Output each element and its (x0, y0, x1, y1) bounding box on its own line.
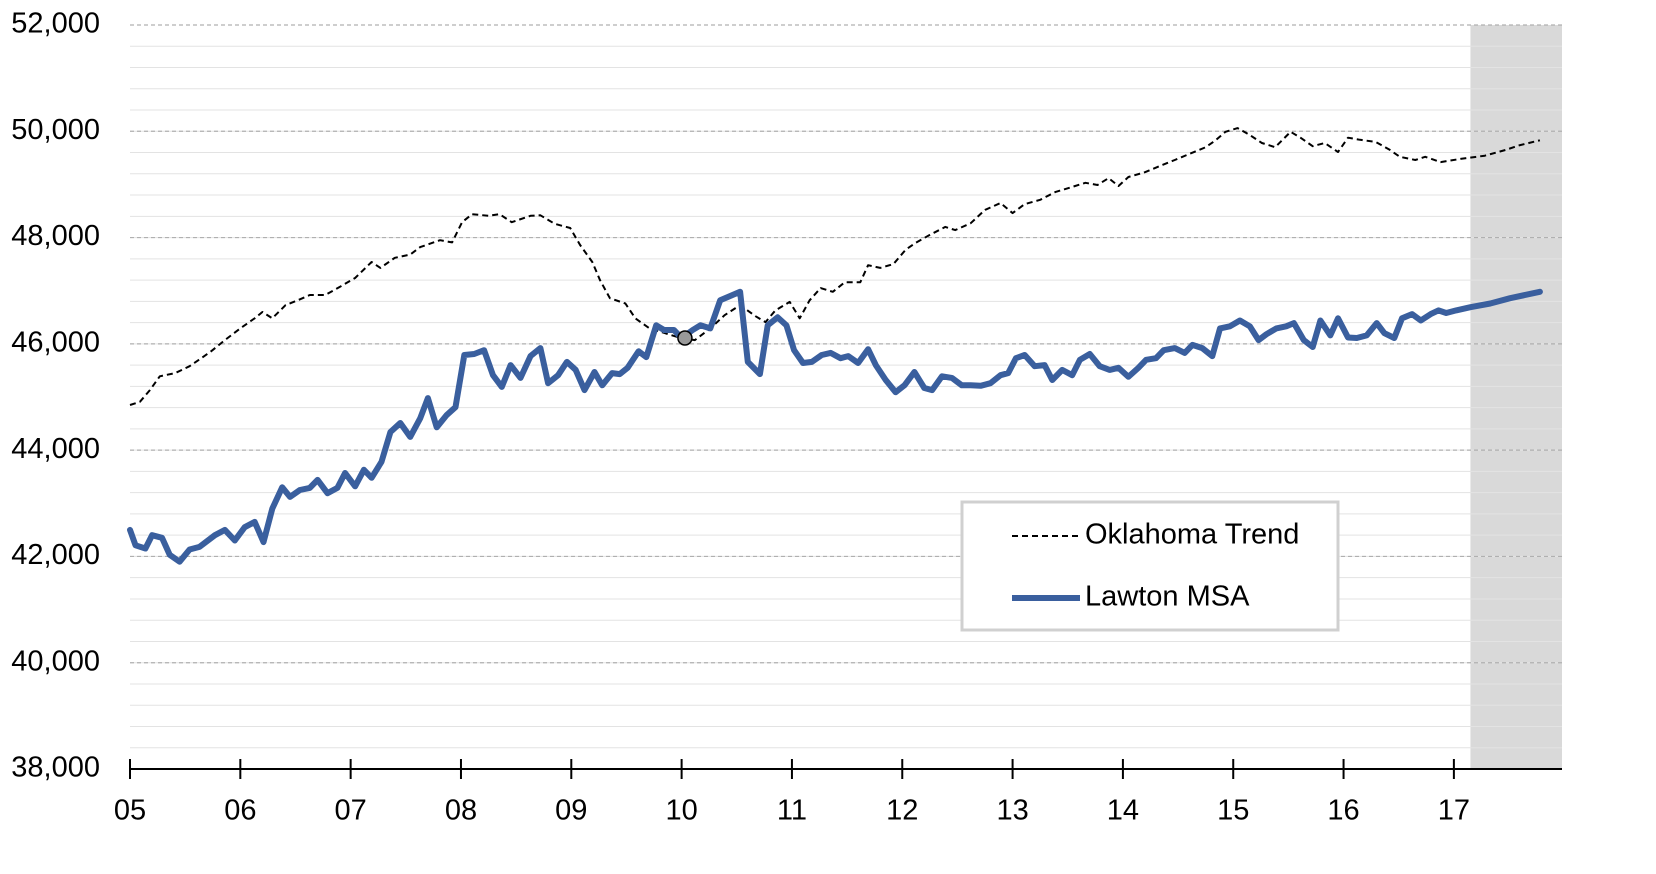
marker (677, 330, 693, 346)
x-tick-label: 09 (555, 795, 587, 827)
y-tick-label: 40,000 (11, 645, 100, 677)
series-line (127, 288, 1543, 565)
x-tick-label: 15 (1217, 795, 1249, 827)
x-tick-label: 06 (224, 795, 256, 827)
y-tick-label: 44,000 (11, 433, 100, 465)
x-tick-label: 11 (777, 795, 807, 827)
y-tick-label: 38,000 (11, 752, 100, 784)
y-tick-label: 48,000 (11, 220, 100, 252)
x-tick-label: 10 (665, 795, 697, 827)
y-tick-label: 42,000 (11, 539, 100, 571)
legend-box (960, 500, 1340, 632)
x-tick-label: 17 (1438, 795, 1470, 827)
x-tick-label: 12 (886, 795, 918, 827)
y-tick-label: 46,000 (11, 327, 100, 359)
x-tick-label: 13 (996, 795, 1028, 827)
legend-label: Oklahoma Trend (1085, 519, 1299, 551)
x-tick-label: 07 (335, 795, 367, 827)
forecast-shade (1470, 25, 1562, 769)
legend-label: Lawton MSA (1085, 581, 1250, 613)
x-tick-label: 05 (114, 795, 146, 827)
x-tick-label: 08 (445, 795, 477, 827)
x-tick-label: 14 (1107, 795, 1139, 827)
y-tick-label: 50,000 (11, 114, 100, 146)
x-tick-label: 16 (1327, 795, 1359, 827)
y-tick-label: 52,000 (11, 8, 100, 40)
series-line (129, 127, 1541, 406)
